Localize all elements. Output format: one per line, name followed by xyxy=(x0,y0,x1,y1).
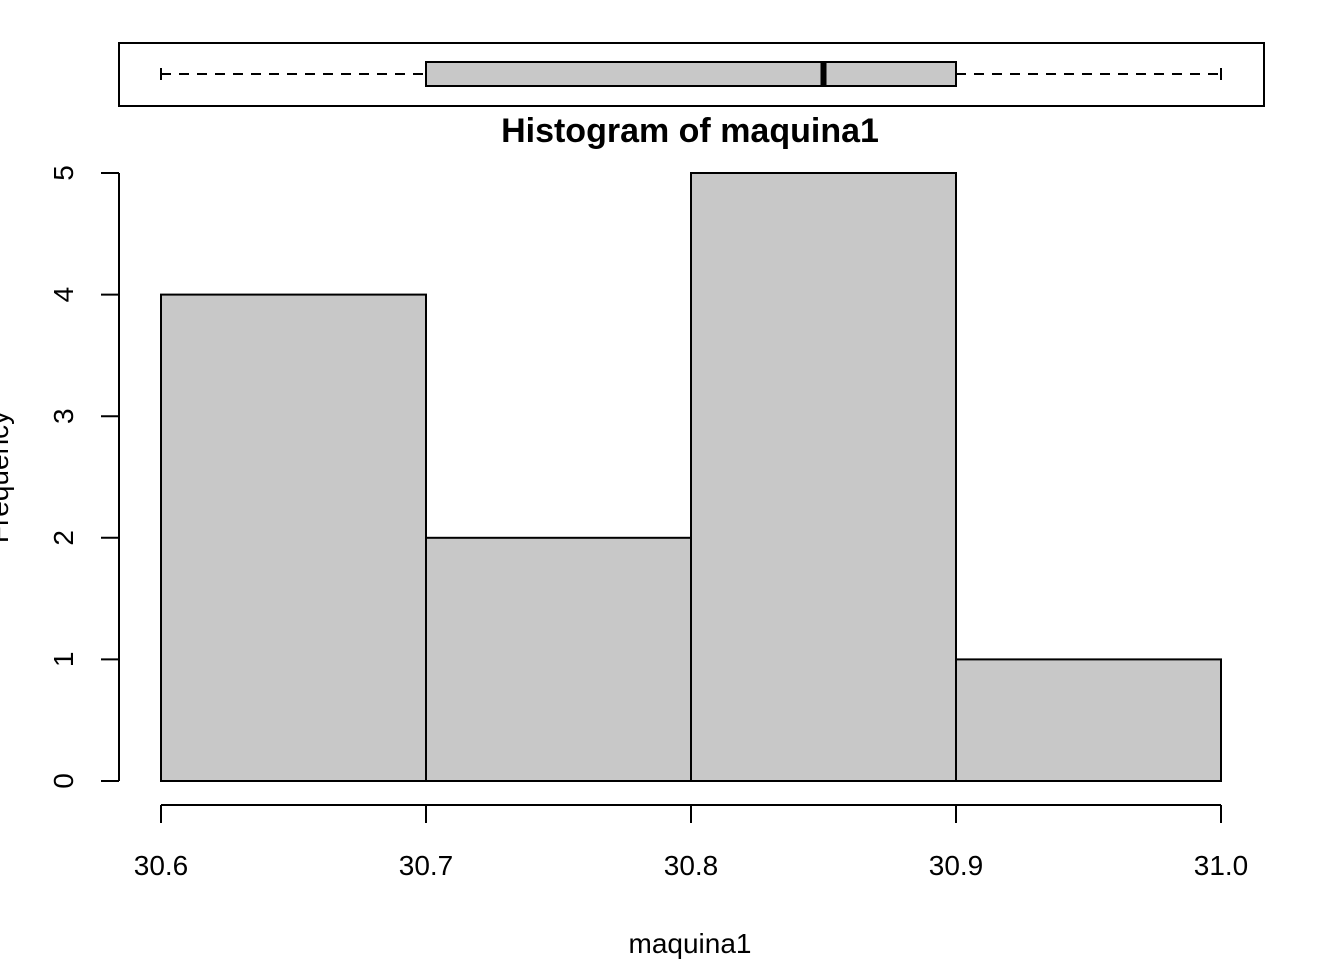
histogram-bar-2 xyxy=(425,536,692,782)
x-tick-label-0: 30.6 xyxy=(134,850,189,881)
y-tick-label-1: 1 xyxy=(48,652,79,668)
y-tick-label-4: 4 xyxy=(48,287,79,303)
x-tick-label-2: 30.8 xyxy=(664,850,719,881)
chart-title: Histogram of maquina1 xyxy=(501,112,879,150)
histogram-bar-3 xyxy=(690,172,957,782)
x-axis: 30.6 30.7 30.8 30.9 31.0 xyxy=(134,804,1249,881)
y-tick-label-3: 3 xyxy=(48,408,79,424)
boxplot-box xyxy=(425,61,957,87)
boxplot-frame xyxy=(118,42,1265,107)
y-tick-label-2: 2 xyxy=(48,530,79,546)
x-tick-label-1: 30.7 xyxy=(399,850,454,881)
histogram-bar-4 xyxy=(955,658,1222,783)
x-tick-label-4: 31.0 xyxy=(1194,850,1249,881)
y-axis-label: Frequency xyxy=(0,411,14,543)
boxplot-panel xyxy=(118,42,1265,107)
histogram-bars xyxy=(160,172,1222,783)
x-tick-label-3: 30.9 xyxy=(929,850,984,881)
y-tick-label-0: 0 xyxy=(48,773,79,789)
y-tick-label-5: 5 xyxy=(48,165,79,181)
x-axis-label: maquina1 xyxy=(629,928,752,959)
histogram-bar-1 xyxy=(160,293,427,782)
y-axis: 0 1 2 3 4 5 xyxy=(48,165,120,789)
